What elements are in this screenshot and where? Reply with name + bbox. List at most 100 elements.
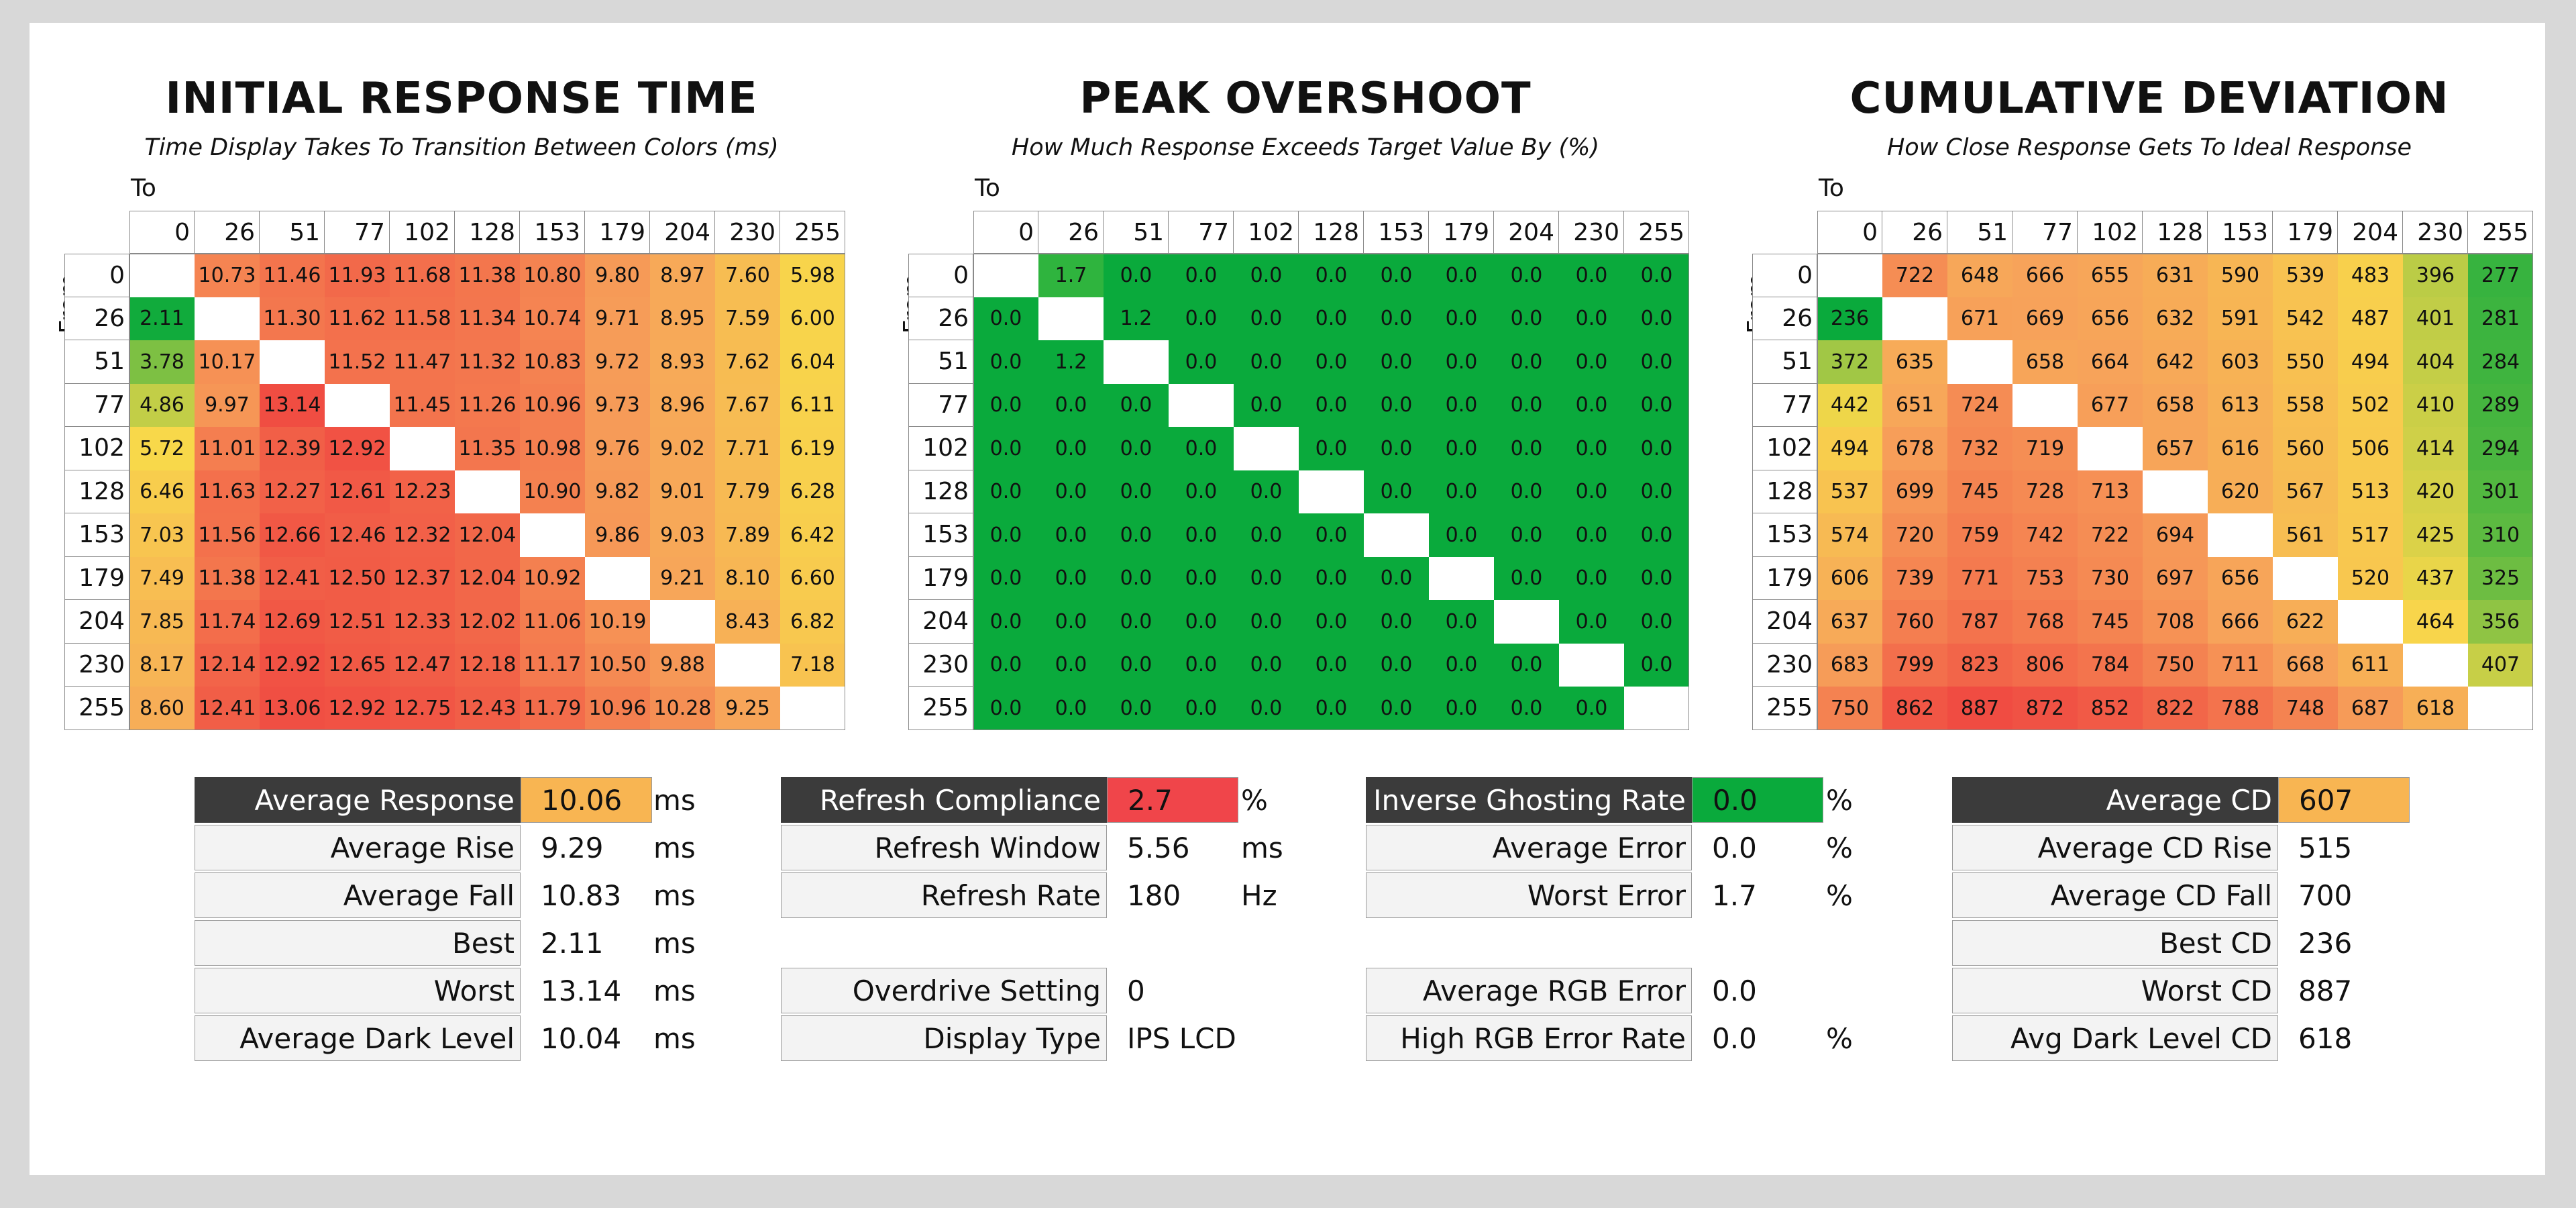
heatmap-cell: 10.73 — [195, 254, 260, 297]
row-header: 77 — [1752, 383, 1817, 427]
column-header: 153 — [2208, 211, 2273, 254]
empty-cell — [195, 297, 260, 340]
empty-cell — [2338, 600, 2403, 644]
heatmap-cell: 7.49 — [129, 556, 195, 600]
row-header: 255 — [908, 687, 973, 730]
column-header: 51 — [260, 211, 325, 254]
heatmap-cell: 12.75 — [390, 687, 455, 730]
overshoot-high-rgb-error-rate-value: 0.0 — [1712, 1021, 1757, 1055]
heatmap-cell: 699 — [1882, 470, 1947, 513]
heatmap-cell: 0.0 — [973, 470, 1038, 513]
heatmap-cell: 464 — [2403, 600, 2468, 644]
heatmap-cell: 10.96 — [585, 687, 650, 730]
heatmap-cell: 11.30 — [260, 297, 325, 340]
heatmap-cell: 12.51 — [325, 600, 390, 644]
heatmap-cell: 0.0 — [1234, 383, 1299, 427]
heatmap-cell: 0.0 — [1559, 340, 1624, 384]
heatmap-cell: 1.2 — [1104, 297, 1169, 340]
heatmap-cell: 11.47 — [390, 340, 455, 384]
heatmap-cell: 642 — [2143, 340, 2208, 384]
refresh-refresh-window-value: 5.56 — [1127, 831, 1190, 864]
heatmap-cell: 0.0 — [1624, 643, 1689, 687]
refresh-refresh-window-label: Refresh Window — [781, 825, 1107, 870]
heatmap-cell: 666 — [2012, 254, 2078, 297]
column-header: 0 — [129, 211, 195, 254]
chart-title: CUMULATIVE DEVIATION — [1849, 74, 2449, 123]
heatmap-cell: 0.0 — [1169, 600, 1234, 644]
heatmap-cell: 0.0 — [1624, 297, 1689, 340]
heatmap-cell: 12.50 — [325, 556, 390, 600]
heatmap-cell: 12.61 — [325, 470, 390, 513]
heatmap-cell: 0.0 — [1104, 687, 1169, 730]
heatmap-cell: 5.72 — [129, 427, 195, 470]
heatmap-cell: 0.0 — [1364, 340, 1429, 384]
column-header: 230 — [1559, 211, 1624, 254]
column-header: 77 — [2012, 211, 2078, 254]
heatmap-cell: 0.0 — [1169, 427, 1234, 470]
heatmap-cell: 6.46 — [129, 470, 195, 513]
response-best-value: 2.11 — [541, 926, 604, 960]
chart-title: INITIAL RESPONSE TIME — [165, 74, 758, 123]
heatmap-cell: 7.18 — [780, 643, 845, 687]
refresh-overdrive-setting-value: 0 — [1127, 974, 1145, 1007]
heatmap-cell: 12.92 — [260, 643, 325, 687]
row-header: 77 — [64, 383, 129, 427]
heatmap-cell: 620 — [2208, 470, 2273, 513]
chart-subtitle: Time Display Takes To Transition Between… — [144, 134, 779, 161]
refresh-refresh-rate-value: 180 — [1127, 878, 1181, 912]
row-header: 255 — [64, 687, 129, 730]
heatmap-cell: 0.0 — [1624, 513, 1689, 557]
column-header: 51 — [1104, 211, 1169, 254]
heatmap-cell: 760 — [1882, 600, 1947, 644]
response-average-dark-level-unit: ms — [653, 1021, 696, 1055]
overshoot-worst-error-unit: % — [1826, 878, 1853, 912]
refresh-overdrive-setting-label: Overdrive Setting — [781, 968, 1107, 1013]
refresh-display-type-value: IPS LCD — [1127, 1021, 1236, 1055]
heatmap-cell: 0.0 — [1234, 470, 1299, 513]
heatmap-cell: 12.23 — [390, 470, 455, 513]
heatmap-cell: 0.0 — [973, 427, 1038, 470]
heatmap-cell: 506 — [2338, 427, 2403, 470]
heatmap-cell: 567 — [2273, 470, 2338, 513]
response-average-response-value: 10.06 — [521, 777, 652, 823]
heatmap-cell: 0.0 — [1429, 297, 1494, 340]
response-average-dark-level-value: 10.04 — [541, 1021, 622, 1055]
heatmap-cell: 11.68 — [390, 254, 455, 297]
heatmap-cell: 0.0 — [1038, 513, 1104, 557]
heatmap-cell: 12.69 — [260, 600, 325, 644]
heatmap-cell: 542 — [2273, 297, 2338, 340]
heatmap-cell: 12.37 — [390, 556, 455, 600]
heatmap-cell: 11.93 — [325, 254, 390, 297]
heatmap-cell: 0.0 — [973, 556, 1038, 600]
heatmap-cell: 0.0 — [1038, 470, 1104, 513]
heatmap-cell: 11.35 — [455, 427, 520, 470]
row-header: 128 — [64, 470, 129, 513]
column-header: 179 — [2273, 211, 2338, 254]
empty-cell — [1299, 470, 1364, 513]
heatmap-cell: 513 — [2338, 470, 2403, 513]
empty-cell — [260, 340, 325, 384]
heatmap-cell: 0.0 — [1364, 600, 1429, 644]
grid-corner — [908, 211, 973, 254]
heatmap-cell: 12.18 — [455, 643, 520, 687]
heatmap-cell: 407 — [2468, 643, 2533, 687]
heatmap-cell: 613 — [2208, 383, 2273, 427]
heatmap-cell: 11.06 — [520, 600, 585, 644]
heatmap-cell: 0.0 — [1364, 427, 1429, 470]
empty-cell — [2468, 687, 2533, 730]
heatmap-cell: 0.0 — [1038, 427, 1104, 470]
row-header: 230 — [64, 643, 129, 687]
heatmap-cell: 10.28 — [650, 687, 715, 730]
cd-average-cd-rise-label: Average CD Rise — [1952, 825, 2278, 870]
heatmap-cell: 8.96 — [650, 383, 715, 427]
heatmap-cell: 12.27 — [260, 470, 325, 513]
row-header: 128 — [1752, 470, 1817, 513]
heatmap-cell: 0.0 — [973, 687, 1038, 730]
heatmap-cell: 9.86 — [585, 513, 650, 557]
empty-cell — [129, 254, 195, 297]
heatmap-cell: 12.46 — [325, 513, 390, 557]
heatmap-cell: 8.93 — [650, 340, 715, 384]
heatmap-cell: 651 — [1882, 383, 1947, 427]
heatmap-cell: 732 — [1947, 427, 2012, 470]
heatmap-cell: 0.0 — [1038, 687, 1104, 730]
